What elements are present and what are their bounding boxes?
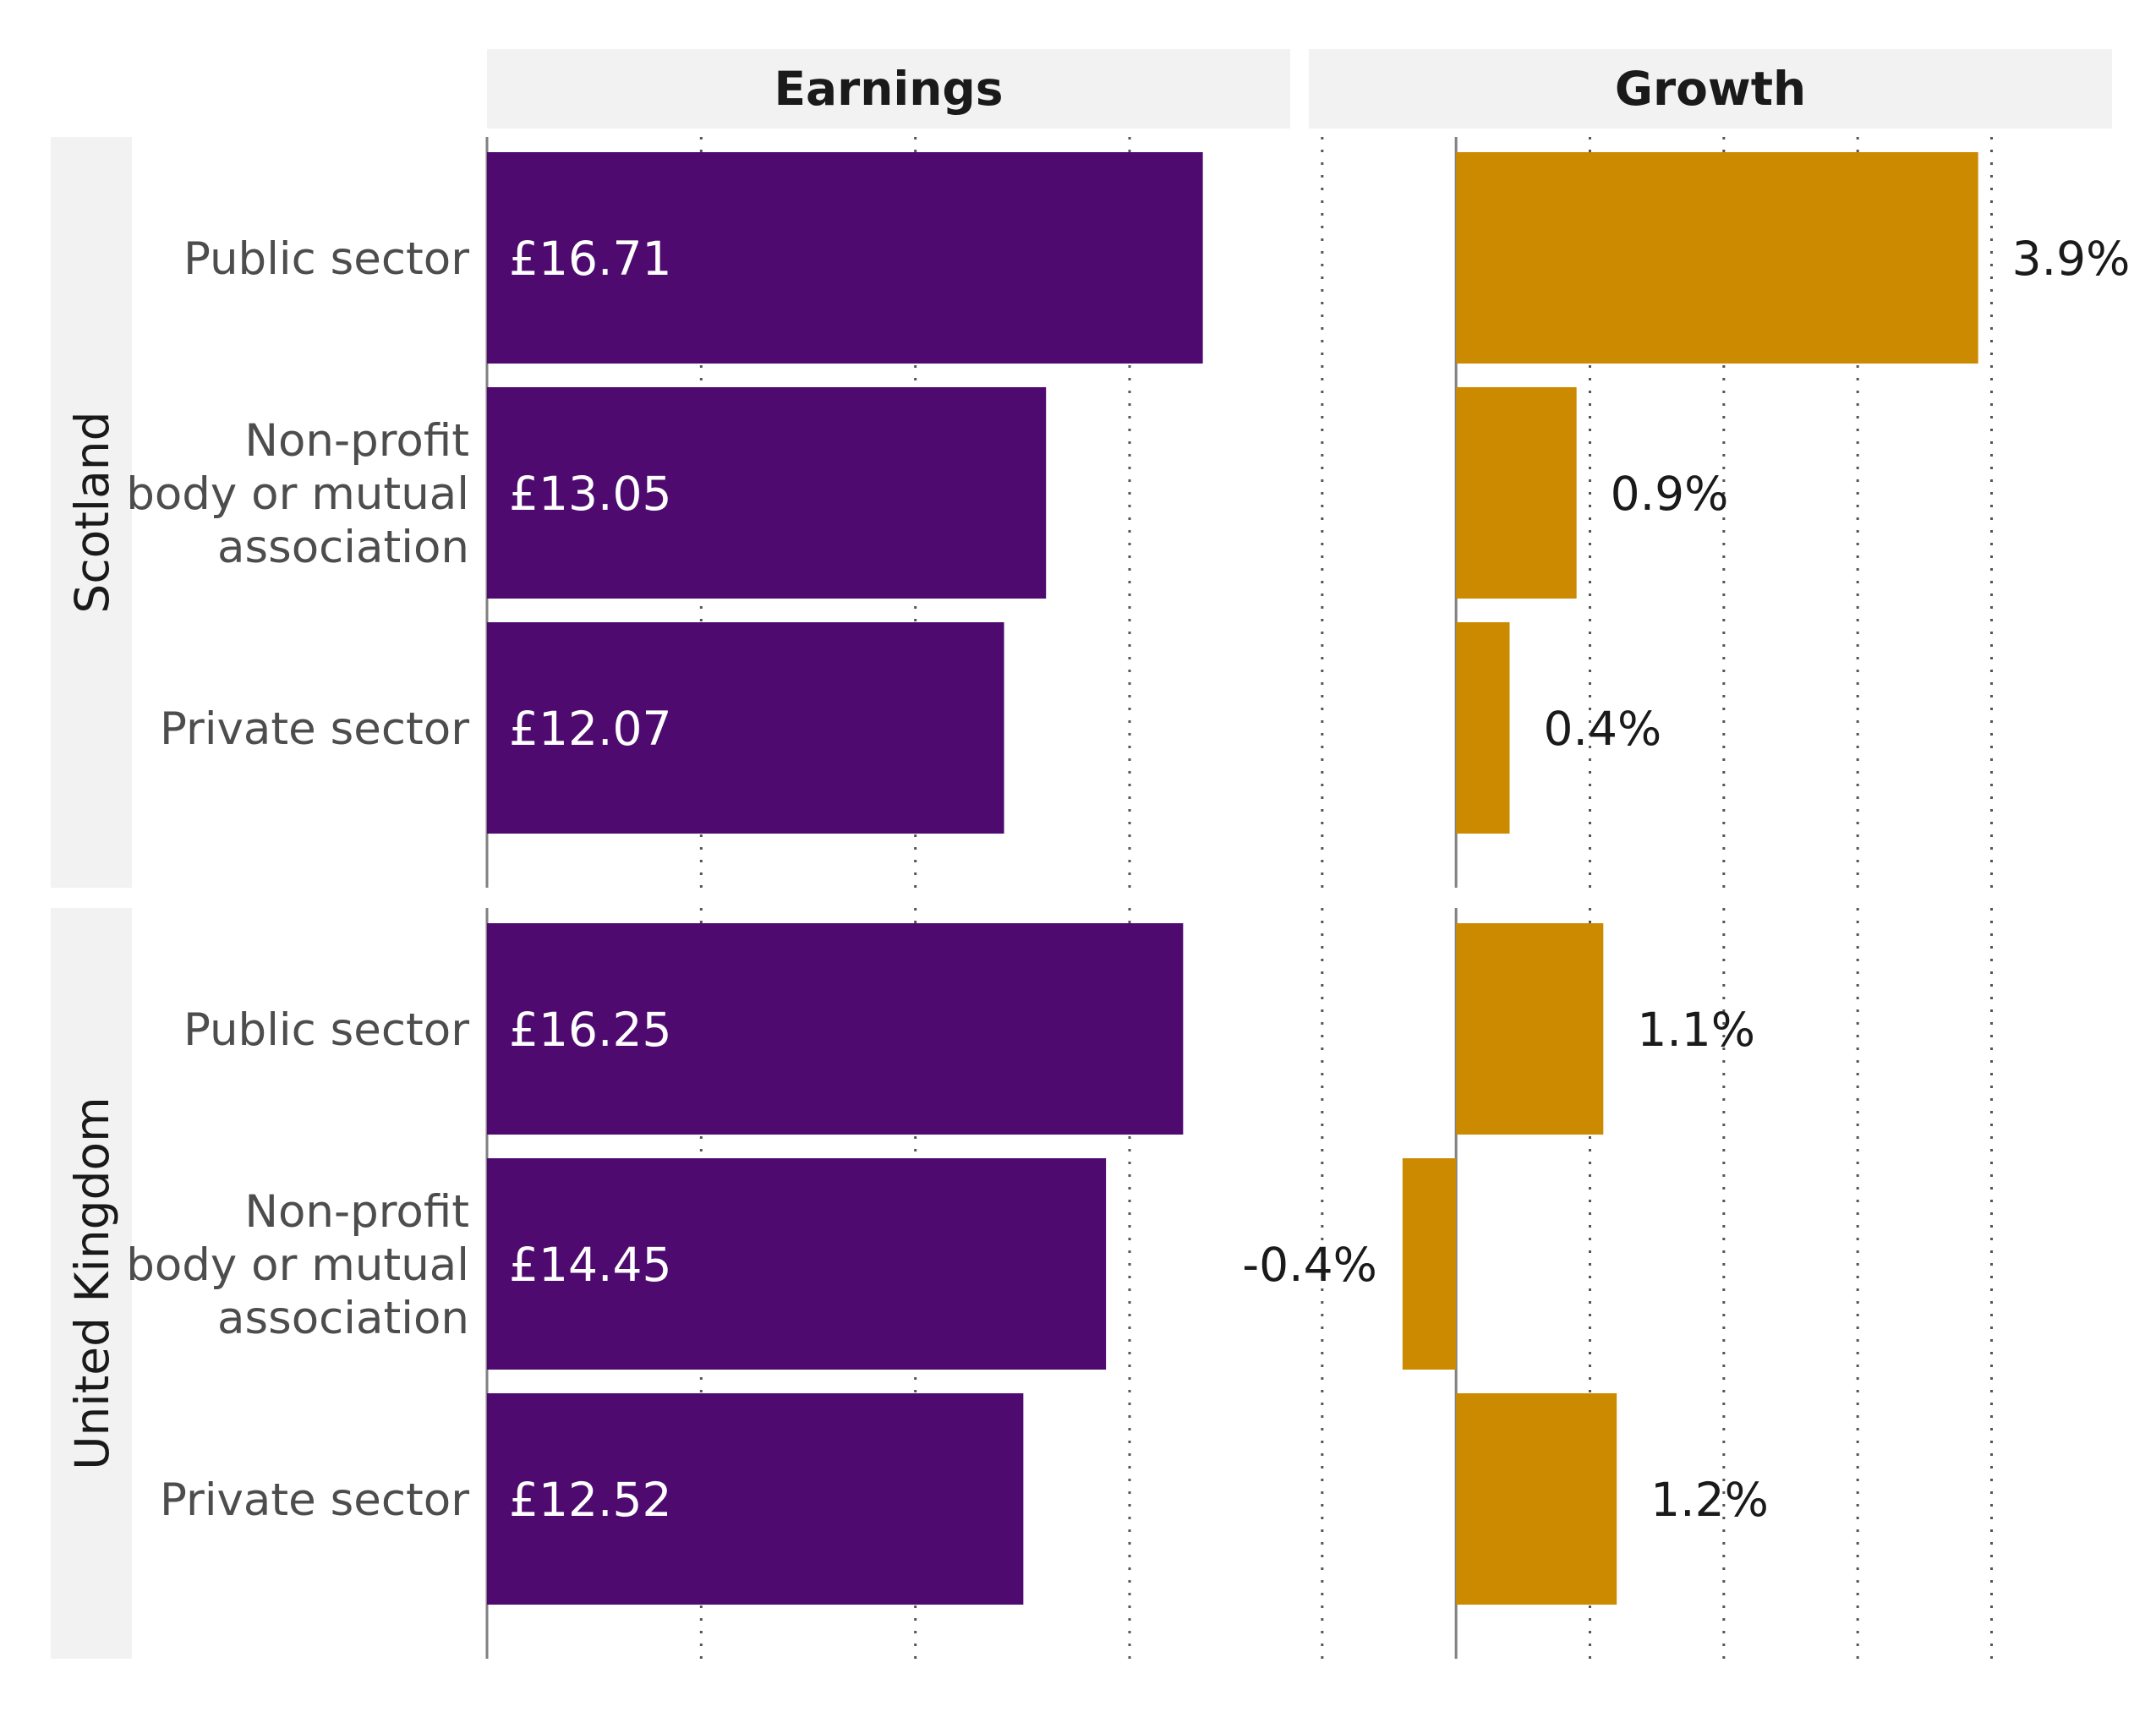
group-strip-united-kingdom: [51, 908, 132, 1659]
growth-bar: [1456, 1393, 1617, 1605]
earnings-bar: [487, 152, 1203, 364]
category-label-non-profit-body-or-mutual-association: Non-profit body or mutual association: [126, 1186, 469, 1344]
category-label-non-profit-body-or-mutual-association: Non-profit body or mutual association: [126, 415, 469, 573]
growth-value-label: 0.9%: [1611, 467, 1729, 521]
group-label-scotland: Scotland: [65, 411, 119, 613]
growth-bar: [1402, 1158, 1457, 1370]
earnings-value-label: £13.05: [509, 467, 671, 521]
earnings-value-label: £16.71: [509, 232, 671, 286]
growth-value-label: 1.1%: [1637, 1003, 1755, 1057]
facet-title-earnings: Earnings: [774, 62, 1003, 116]
group-strip-scotland: [51, 137, 132, 888]
earnings-bar: [487, 387, 1047, 599]
earnings-value-label: £16.25: [509, 1003, 671, 1057]
group-label-united-kingdom: United Kingdom: [65, 1097, 119, 1469]
facet-strip-earnings: [487, 49, 1290, 129]
earnings-value-label: £12.07: [509, 702, 671, 756]
facet-title-growth: Growth: [1615, 62, 1806, 116]
facet-strip-growth: [1309, 49, 2112, 129]
earnings-bar: [487, 1393, 1024, 1605]
category-label-public-sector: Public sector: [183, 233, 469, 285]
earnings-bar: [487, 622, 1004, 834]
category-label-private-sector: Private sector: [160, 703, 469, 755]
growth-bar: [1456, 152, 1978, 364]
growth-value-label: -0.4%: [1242, 1238, 1377, 1292]
growth-value-label: 0.4%: [1544, 702, 1662, 756]
growth-bar: [1456, 923, 1604, 1135]
growth-value-label: 3.9%: [2012, 232, 2131, 286]
category-label-public-sector: Public sector: [183, 1004, 469, 1056]
earnings-bar: [487, 923, 1184, 1135]
earnings-value-label: £14.45: [509, 1238, 671, 1292]
earnings-value-label: £12.52: [509, 1473, 671, 1527]
growth-value-label: 1.2%: [1650, 1473, 1769, 1527]
growth-bar: [1456, 387, 1577, 599]
category-label-private-sector: Private sector: [160, 1474, 469, 1526]
growth-bar: [1456, 622, 1510, 834]
earnings-bar: [487, 1158, 1107, 1370]
